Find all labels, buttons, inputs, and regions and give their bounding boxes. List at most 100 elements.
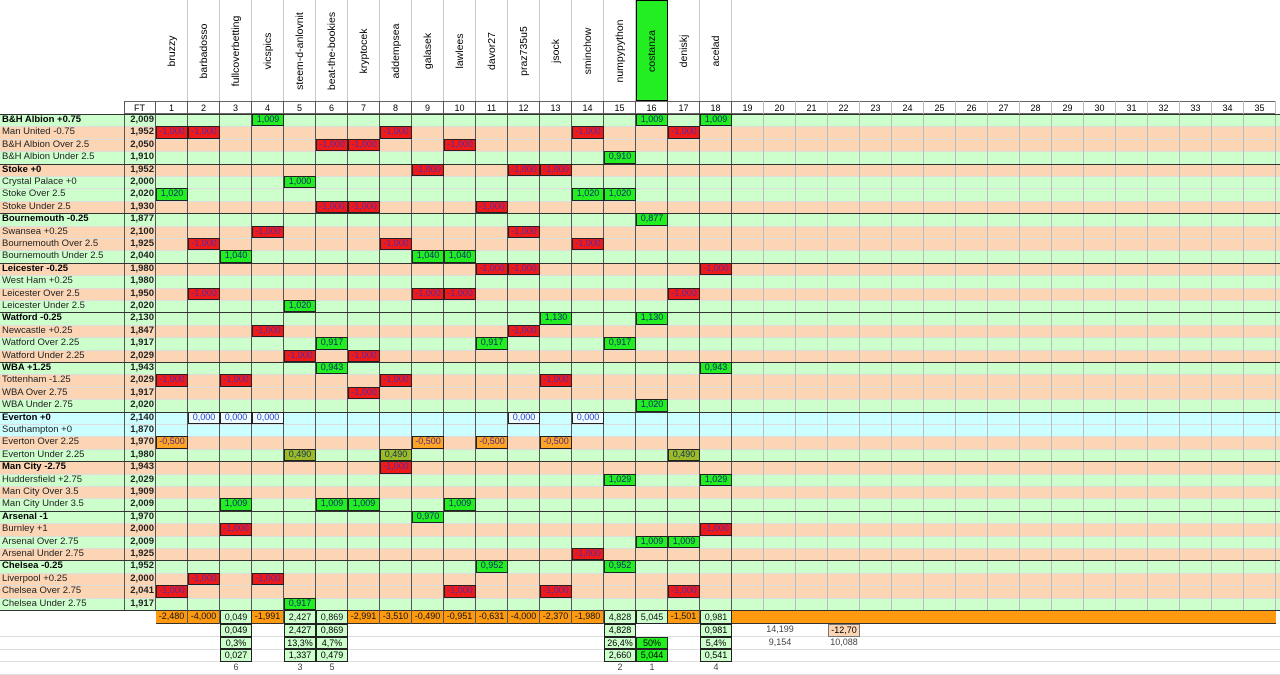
column-number[interactable]: 6 [316,101,348,114]
player-header[interactable]: beat-the-bookies [316,0,348,101]
summary-cell[interactable]: 5,044 [636,649,668,662]
player-header[interactable]: numpypython [604,0,636,101]
bet-result-cell[interactable]: -1,000 [700,523,732,536]
column-number[interactable]: 18 [700,101,732,114]
bet-result-cell[interactable]: -1,000 [284,349,316,362]
bet-result-cell[interactable]: 0,490 [668,448,700,462]
player-header[interactable]: costanza [636,0,668,101]
column-number[interactable]: 17 [668,101,700,114]
bet-result-cell[interactable]: -1,000 [572,238,604,251]
bet-result-cell[interactable]: 0,917 [476,337,508,350]
player-header[interactable]: acelad [700,0,732,101]
bet-result-cell[interactable]: 0,000 [572,411,604,424]
bet-result-cell[interactable]: -0,500 [156,436,188,449]
bet-result-cell[interactable]: -1,000 [380,238,412,251]
summary-cell[interactable]: 13,3% [284,636,316,649]
column-number[interactable]: 35 [1244,101,1276,114]
column-number[interactable]: 23 [860,101,892,114]
bet-result-cell[interactable]: -0,500 [476,436,508,449]
bet-result-cell[interactable]: -1,000 [572,126,604,139]
total-cell[interactable]: 2,427 [284,610,316,624]
summary-cell[interactable]: 14,199 [766,624,794,634]
bet-result-cell[interactable]: 0,910 [604,151,636,164]
summary-cell[interactable]: 4,7% [316,636,348,649]
bet-result-cell[interactable]: -1,000 [508,324,540,338]
bet-result-cell[interactable]: -1,000 [540,585,572,598]
bet-result-cell[interactable]: 1,009 [220,498,252,511]
column-number[interactable]: 25 [924,101,956,114]
column-number[interactable]: 1 [156,101,188,114]
bet-result-cell[interactable]: -1,000 [380,461,412,474]
column-number[interactable]: 20 [764,101,796,114]
summary-cell[interactable]: -12,70 [828,624,860,637]
bet-result-cell[interactable]: -1,000 [220,374,252,387]
total-cell[interactable]: -0,490 [412,610,444,624]
bet-result-cell[interactable]: -0,500 [412,436,444,449]
column-number[interactable]: 4 [252,101,284,114]
bet-result-cell[interactable]: 0,970 [412,510,444,524]
bet-result-cell[interactable]: 1,130 [636,312,668,325]
total-cell[interactable]: 0,981 [700,610,732,624]
player-header[interactable]: sminchow [572,0,604,101]
summary-cell[interactable]: 3 [297,661,303,672]
bet-result-cell[interactable]: -1,000 [540,163,572,176]
bet-result-cell[interactable]: 0,877 [636,213,668,226]
bet-result-cell[interactable]: -1,000 [252,572,284,586]
total-cell[interactable]: 0,049 [220,610,252,624]
column-number[interactable]: 13 [540,101,572,114]
bet-result-cell[interactable]: -1,000 [668,126,700,139]
column-number[interactable]: 7 [348,101,380,114]
column-number[interactable]: 26 [956,101,988,114]
bet-result-cell[interactable]: -1,000 [380,126,412,139]
bet-result-cell[interactable]: 1,020 [156,188,188,201]
summary-cell[interactable]: 5 [329,661,335,672]
player-header[interactable]: steem-d-anlovnit [284,0,316,101]
summary-cell[interactable]: 0,027 [220,649,252,662]
bet-result-cell[interactable]: -1,000 [316,138,348,152]
total-cell[interactable]: -2,991 [348,610,380,624]
bet-result-cell[interactable]: -1,000 [444,585,476,598]
bet-result-cell[interactable]: -1,000 [156,585,188,598]
column-number[interactable]: 15 [604,101,636,114]
summary-cell[interactable]: 1,337 [284,649,316,662]
bet-result-cell[interactable]: 0,490 [284,448,316,462]
total-cell[interactable]: -1,991 [252,610,284,624]
bet-result-cell[interactable]: -1,000 [380,374,412,387]
summary-cell[interactable]: 26,4% [604,636,636,649]
total-cell[interactable]: 0,869 [316,610,348,624]
bet-result-cell[interactable]: 1,009 [636,114,668,127]
bet-result-cell[interactable]: -1,000 [348,138,380,152]
bet-result-cell[interactable]: -1,000 [508,163,540,176]
bet-result-cell[interactable]: -1,000 [572,548,604,561]
total-cell[interactable]: -1,501 [668,610,700,624]
bet-result-cell[interactable]: 0,943 [316,362,348,375]
bet-result-cell[interactable]: -1,000 [412,163,444,176]
bet-result-cell[interactable]: -1,000 [668,287,700,300]
player-header[interactable]: kryptocek [348,0,380,101]
bet-result-cell[interactable]: -1,000 [316,200,348,214]
total-cell[interactable]: -1,980 [572,610,604,624]
bet-result-cell[interactable]: 0,000 [508,411,540,424]
column-number[interactable]: 9 [412,101,444,114]
bet-result-cell[interactable]: 1,020 [572,188,604,201]
bet-result-cell[interactable]: 0,917 [604,337,636,350]
bet-result-cell[interactable]: 1,009 [348,498,380,511]
column-number[interactable]: 33 [1180,101,1212,114]
bet-result-cell[interactable]: 0,490 [380,448,412,462]
player-header[interactable]: bruzzy [156,0,188,101]
bet-result-cell[interactable]: 0,000 [220,411,252,424]
column-number[interactable]: 28 [1020,101,1052,114]
summary-cell[interactable]: 0,049 [220,624,252,637]
bet-result-cell[interactable]: -1,000 [476,200,508,214]
summary-cell[interactable]: 0,981 [700,624,732,637]
column-number[interactable]: 24 [892,101,924,114]
bet-result-cell[interactable]: -1,000 [348,386,380,400]
summary-cell[interactable]: 4 [713,661,719,672]
bet-result-cell[interactable]: 0,943 [700,362,732,375]
bet-result-cell[interactable]: 1,040 [412,250,444,263]
column-number[interactable]: 14 [572,101,604,114]
bet-result-cell[interactable]: -1,000 [444,287,476,300]
summary-cell[interactable]: 10,088 [830,636,858,647]
column-number[interactable]: 10 [444,101,476,114]
bet-result-cell[interactable]: 0,917 [284,597,316,610]
